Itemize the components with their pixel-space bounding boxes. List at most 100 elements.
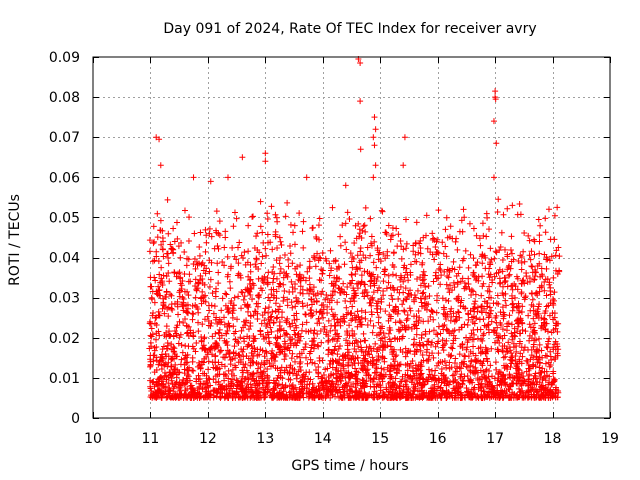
data-point: [375, 353, 382, 360]
data-point: [519, 319, 526, 326]
data-point: [276, 303, 283, 310]
data-point: [235, 359, 242, 366]
data-point: [544, 344, 551, 351]
data-point: [425, 390, 432, 397]
data-point: [176, 318, 183, 325]
data-point: [341, 261, 348, 268]
data-point: [416, 339, 423, 346]
data-point: [293, 324, 300, 331]
data-point: [404, 315, 411, 322]
data-point: [370, 345, 377, 352]
x-tick-label: 12: [199, 431, 217, 447]
data-point: [496, 280, 503, 287]
data-point: [314, 331, 321, 338]
data-point: [268, 291, 275, 298]
data-point: [459, 275, 466, 282]
data-point: [235, 260, 242, 267]
data-point: [380, 292, 387, 299]
data-point: [297, 262, 304, 269]
data-point: [374, 274, 381, 281]
data-point: [244, 380, 251, 387]
data-point: [362, 204, 369, 211]
data-point: [414, 276, 421, 283]
data-point: [192, 393, 199, 400]
data-point: [165, 230, 172, 237]
data-point: [523, 273, 530, 280]
data-point: [302, 311, 309, 318]
data-point: [263, 349, 270, 356]
data-point: [409, 391, 416, 398]
data-point: [517, 350, 524, 357]
data-point: [230, 302, 237, 309]
data-point: [534, 359, 541, 366]
data-point: [359, 359, 366, 366]
data-point: [456, 364, 463, 371]
data-point: [148, 294, 155, 301]
data-point: [165, 313, 172, 320]
data-point: [480, 368, 487, 375]
data-point: [306, 258, 313, 265]
data-point: [499, 304, 506, 311]
data-point: [448, 344, 455, 351]
data-point: [486, 226, 493, 233]
data-point: [245, 326, 252, 333]
data-point: [334, 338, 341, 345]
data-point: [378, 365, 385, 372]
data-point: [367, 383, 374, 390]
data-point: [459, 377, 466, 384]
data-point: [504, 323, 511, 330]
data-point: [323, 291, 330, 298]
data-point: [231, 253, 238, 260]
data-point: [424, 346, 431, 353]
data-point: [218, 307, 225, 314]
data-point: [533, 348, 540, 355]
data-point: [192, 348, 199, 355]
data-point: [299, 303, 306, 310]
data-point: [526, 275, 533, 282]
data-point: [266, 297, 273, 304]
data-point: [255, 389, 262, 396]
data-point: [264, 366, 271, 373]
data-point: [277, 281, 284, 288]
data-point: [435, 350, 442, 357]
data-point: [279, 309, 286, 316]
data-point: [317, 255, 324, 262]
data-point: [460, 358, 467, 365]
data-point: [447, 282, 454, 289]
data-point: [418, 303, 425, 310]
data-point: [266, 340, 273, 347]
data-point: [316, 394, 323, 401]
data-point: [150, 358, 157, 365]
data-point: [299, 228, 306, 235]
data-point: [251, 335, 258, 342]
data-point: [483, 375, 490, 382]
data-point: [157, 217, 164, 224]
data-point: [541, 316, 548, 323]
data-point: [527, 256, 534, 263]
data-point: [361, 268, 368, 275]
data-point: [380, 366, 387, 373]
data-point: [202, 345, 209, 352]
data-point: [342, 354, 349, 361]
data-point: [291, 317, 298, 324]
x-tick-label: 11: [142, 431, 160, 447]
data-point: [189, 354, 196, 361]
data-point: [158, 241, 165, 248]
data-point: [164, 196, 171, 203]
data-point: [197, 380, 204, 387]
data-point: [550, 274, 557, 281]
data-point: [283, 270, 290, 277]
data-point: [274, 390, 281, 397]
data-point: [325, 351, 332, 358]
data-point: [323, 257, 330, 264]
data-point: [526, 252, 533, 259]
data-point: [216, 232, 223, 239]
y-tick-label: 0.01: [49, 371, 80, 387]
data-point: [272, 211, 279, 218]
data-point: [259, 287, 266, 294]
data-point: [180, 303, 187, 310]
data-point: [440, 250, 447, 257]
data-point: [535, 303, 542, 310]
data-point: [350, 394, 357, 401]
data-point: [206, 376, 213, 383]
